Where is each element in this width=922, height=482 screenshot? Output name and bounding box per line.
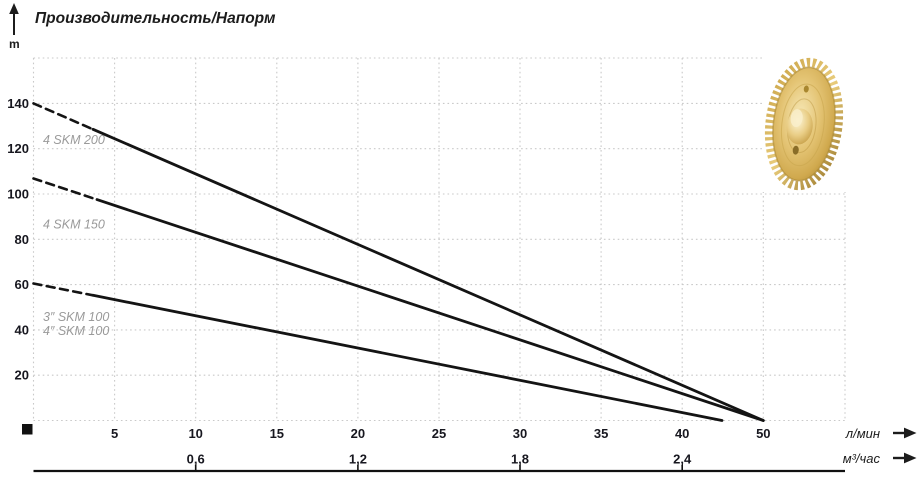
y-tick-80: 80 — [15, 232, 29, 247]
x2-tick-1-8: 1,8 — [511, 452, 529, 467]
curve-label-skm150: 4 SKM 150 — [43, 218, 105, 232]
x2-tick-0-6: 0,6 — [187, 452, 205, 467]
impeller-keyway-hole — [792, 145, 799, 155]
x-tick-5: 5 — [111, 426, 118, 441]
impeller-teeth-ring — [764, 57, 844, 191]
curve-skm200-dashed-segment — [32, 102, 95, 131]
x-tick-35: 35 — [594, 426, 608, 441]
curve-label-skm200: 4 SKM 200 — [43, 133, 105, 147]
curve-skm100-dashed-segment — [32, 282, 95, 297]
y-tick-100: 100 — [7, 187, 29, 202]
y-tick-140: 140 — [7, 96, 29, 111]
y-axis-arrow-icon — [9, 3, 19, 35]
x-tick-40: 40 — [675, 426, 689, 441]
x-axis-primary-unit-label: л/мин — [845, 426, 880, 441]
x-axis-secondary-line — [33, 464, 845, 473]
x-axis-primary-tick-labels: 5 10 15 20 25 30 35 40 50 — [111, 426, 771, 441]
x-axis-secondary-unit-label: м³/час — [843, 451, 881, 466]
y-axis-unit-label: m — [9, 37, 20, 51]
curve-skm100-solid-segment — [91, 293, 724, 422]
pump-curves — [32, 102, 765, 422]
x-tick-30: 30 — [513, 426, 527, 441]
curve-label-skm100-line2: 4″ SKM 100 — [43, 324, 109, 338]
curve-label-skm100-line1: 3″ SKM 100 — [43, 310, 109, 324]
impeller-top-hole — [803, 85, 809, 93]
grid-horizontal-lines — [33, 57, 845, 422]
y-tick-20: 20 — [15, 368, 29, 383]
y-axis-tick-labels: 140 120 100 80 60 40 20 — [7, 96, 29, 383]
y-tick-120: 120 — [7, 141, 29, 156]
x-tick-15: 15 — [270, 426, 284, 441]
grid — [32, 57, 846, 422]
curve-skm150-solid-segment — [95, 198, 765, 422]
x-axis-primary-arrow-icon — [893, 427, 917, 439]
x-tick-25: 25 — [432, 426, 446, 441]
x-axis-secondary-ticks — [194, 464, 683, 471]
curve-skm150-dashed-segment — [32, 177, 99, 201]
x-axis-secondary-tick-labels: 0,6 1,2 1,8 2,4 — [187, 452, 692, 467]
y-tick-60: 60 — [15, 277, 29, 292]
x-tick-20: 20 — [351, 426, 365, 441]
x2-tick-2-4: 2,4 — [673, 452, 692, 467]
origin-square-marker — [22, 424, 33, 435]
x2-tick-1-2: 1,2 — [349, 452, 367, 467]
brass-impeller-photo — [762, 57, 846, 192]
y-tick-40: 40 — [15, 322, 29, 337]
curve-labels: 4 SKM 200 4 SKM 150 3″ SKM 100 4″ SKM 10… — [43, 133, 109, 338]
chart-title: Производительность/Напорм — [35, 10, 276, 27]
x-axis-secondary-arrow-icon — [893, 452, 917, 464]
curve-skm200-solid-segment — [91, 127, 765, 422]
x-tick-50: 50 — [756, 426, 770, 441]
x-tick-10: 10 — [188, 426, 202, 441]
